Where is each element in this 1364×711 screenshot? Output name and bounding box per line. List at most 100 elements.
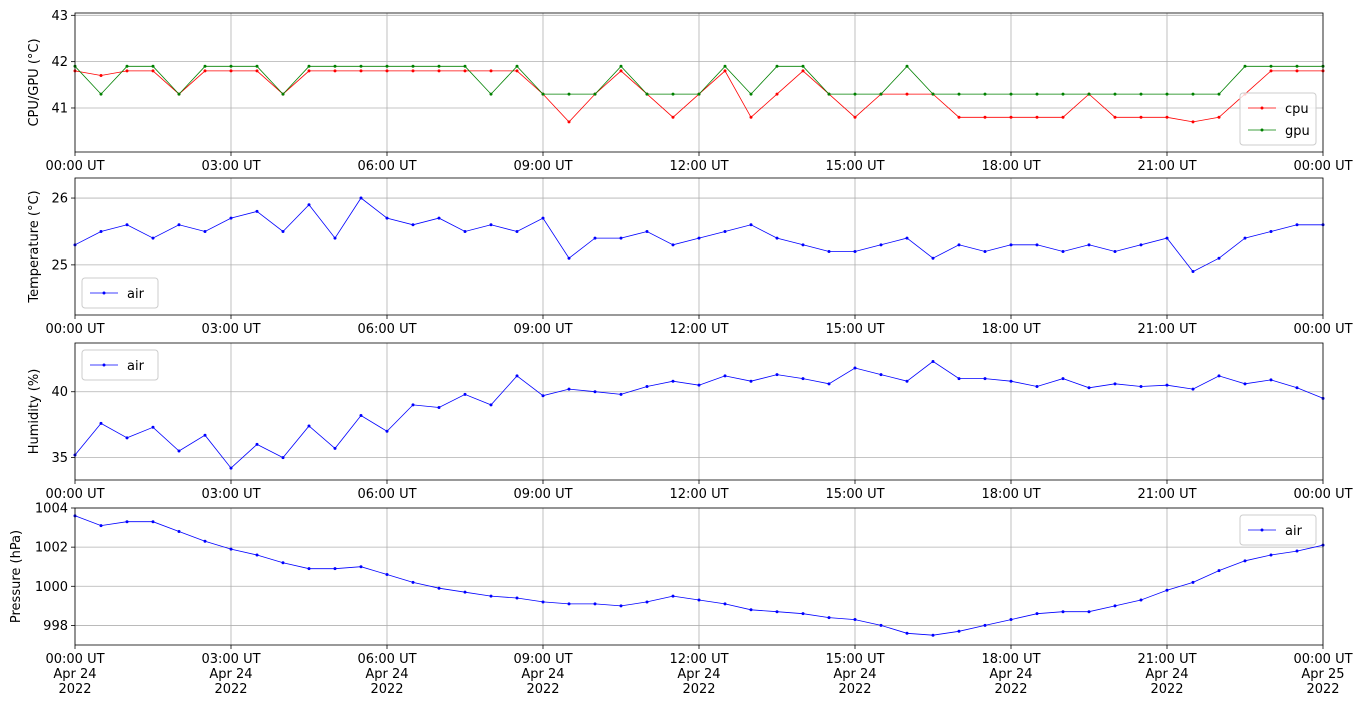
data-point — [1269, 378, 1273, 382]
data-point — [281, 92, 285, 96]
data-point — [879, 373, 883, 377]
data-point — [1061, 610, 1065, 614]
data-point — [203, 64, 207, 68]
data-point — [1087, 243, 1091, 247]
x-tick-label: 06:00 UT — [357, 322, 416, 337]
data-point — [1087, 610, 1091, 614]
x-tick-label: 12:00 UT Apr 24 2022 — [669, 652, 728, 697]
data-point — [983, 250, 987, 254]
data-point — [255, 69, 259, 73]
data-point — [593, 92, 597, 96]
data-point — [1191, 270, 1195, 274]
chart-panel-2: 25 26 00:00 UT 03:00 UT 06:00 UT 09:00 UT 12:0… — [27, 177, 1353, 337]
data-point — [515, 596, 519, 600]
data-point — [1113, 115, 1117, 119]
x-tick-label: 12:00 UT — [669, 159, 728, 174]
legend-box — [1239, 92, 1317, 146]
data-point — [255, 553, 259, 557]
legend: air — [81, 349, 159, 381]
data-point — [749, 115, 753, 119]
data-point — [957, 377, 961, 381]
data-point — [619, 604, 623, 608]
data-point — [489, 223, 493, 227]
legend-swatch-marker — [102, 291, 106, 295]
data-point — [359, 413, 363, 417]
data-point — [1191, 580, 1195, 584]
data-point — [827, 250, 831, 254]
data-point — [203, 69, 207, 73]
x-tick-label: 21:00 UT — [1137, 159, 1196, 174]
data-point — [1217, 92, 1221, 96]
data-point — [281, 229, 285, 233]
data-point — [983, 377, 987, 381]
x-tick-label: 15:00 UT Apr 24 2022 — [825, 652, 884, 697]
data-point — [125, 64, 129, 68]
data-point — [333, 567, 337, 571]
data-point — [463, 69, 467, 73]
x-tick-label: 03:00 UT — [201, 487, 260, 502]
data-point — [775, 610, 779, 614]
data-point — [671, 594, 675, 598]
legend-swatch-marker — [102, 363, 106, 367]
data-point — [151, 69, 155, 73]
x-tick-label: 18:00 UT — [981, 159, 1040, 174]
data-point — [905, 64, 909, 68]
y-tick-label: 1004 — [35, 502, 68, 517]
data-point — [385, 429, 389, 433]
x-tick-label: 00:00 UT — [1293, 322, 1352, 337]
data-point — [671, 243, 675, 247]
data-point — [99, 524, 103, 528]
data-point — [723, 602, 727, 606]
grid-lines — [74, 13, 1324, 152]
data-point — [957, 243, 961, 247]
data-point — [437, 586, 441, 590]
data-point — [1217, 374, 1221, 378]
data-point — [827, 92, 831, 96]
data-point — [1009, 618, 1013, 622]
data-point — [203, 539, 207, 543]
grid-lines — [74, 507, 1324, 645]
y-tick-label: 1002 — [35, 541, 68, 556]
y-tick-label: 1000 — [35, 580, 68, 595]
data-point — [125, 436, 129, 440]
x-tick-label: 12:00 UT — [669, 487, 728, 502]
data-point — [229, 64, 233, 68]
data-point — [905, 92, 909, 96]
data-point — [567, 120, 571, 124]
data-point — [1191, 92, 1195, 96]
series-air — [73, 196, 1325, 274]
data-point — [1165, 383, 1169, 387]
data-point — [541, 394, 545, 398]
data-point — [255, 442, 259, 446]
data-point — [307, 424, 311, 428]
data-point — [125, 223, 129, 227]
x-tick-label: 00:00 UT — [45, 487, 104, 502]
data-point — [1295, 549, 1299, 553]
x-tick-label: 03:00 UT — [201, 322, 260, 337]
data-point — [437, 216, 441, 220]
data-point — [1269, 69, 1273, 73]
data-point — [1243, 559, 1247, 563]
data-point — [1035, 612, 1039, 616]
x-tick-label: 00:00 UT — [45, 322, 104, 337]
data-point — [437, 69, 441, 73]
data-point — [541, 92, 545, 96]
data-point — [1217, 569, 1221, 573]
data-point — [307, 567, 311, 571]
data-point — [333, 236, 337, 240]
data-point — [203, 229, 207, 233]
x-tick-label: 21:00 UT — [1137, 322, 1196, 337]
data-point — [1295, 69, 1299, 73]
data-point — [645, 600, 649, 604]
data-point — [619, 69, 623, 73]
data-point — [1061, 115, 1065, 119]
data-point — [671, 379, 675, 383]
y-tick-label: 25 — [51, 258, 68, 273]
y-axis-label: Temperature (°C) — [27, 190, 42, 303]
data-point — [827, 616, 831, 620]
chart-panel-4: 998 1000 1002 1004 00:00 UT Apr 24 2022 03:00 U… — [9, 502, 1353, 698]
data-point — [645, 229, 649, 233]
data-point — [749, 92, 753, 96]
data-point — [1139, 243, 1143, 247]
data-point — [255, 64, 259, 68]
